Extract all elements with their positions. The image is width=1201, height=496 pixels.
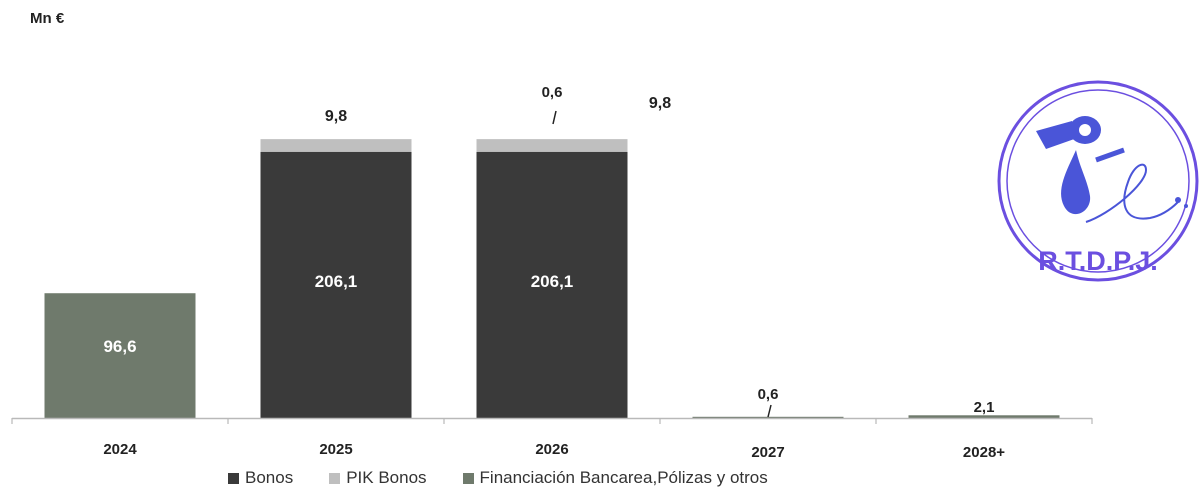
data-label-2024: 96,6: [103, 337, 136, 356]
legend-label-bonos: Bonos: [245, 468, 294, 487]
stamp-glyph-signature: [1085, 163, 1179, 223]
leader-line-2027: [767, 404, 772, 418]
data-label-2026-bonos: 206,1: [531, 272, 574, 291]
bar-financiacion-2028plus: [908, 415, 1060, 418]
x-tick-label-2026: 2026: [535, 441, 568, 458]
legend-label-financiacion: Financiación Bancarea,Pólizas y otros: [479, 468, 768, 487]
data-label-2026-fin: 0,6: [542, 84, 563, 101]
stamp-inner-ring: [1006, 89, 1190, 273]
legend-label-pik-bonos: PIK Bonos: [346, 468, 427, 487]
bar-bonos-2026: [476, 151, 628, 418]
stamp-glyph-bar: [1036, 121, 1080, 149]
bar-financiacion-2027: [692, 416, 844, 418]
stamp-text: R.T.D.P.J.: [1038, 246, 1158, 276]
x-tick-label-2027: 2027: [751, 444, 784, 461]
data-label-2025-pik: 9,8: [325, 108, 347, 125]
data-label-2028plus: 2,1: [974, 399, 995, 416]
legend-swatch-bonos: [228, 472, 239, 484]
bar-bonos-2025: [260, 151, 412, 418]
stamp-outer-ring: [997, 80, 1199, 282]
legend-item-bonos: Bonos: [228, 468, 293, 488]
legend-item-financiacion: Financiación Bancarea,Pólizas y otros: [462, 468, 768, 488]
unit-label: Mn €: [30, 10, 65, 27]
bars-group: [44, 139, 1060, 418]
legend-item-pik-bonos: PIK Bonos: [329, 468, 427, 488]
legend-swatch-financiacion: [462, 472, 474, 484]
x-tick-label-2025: 2025: [319, 441, 352, 458]
bar-financiacion-2024: [44, 293, 196, 418]
legend-swatch-pik-bonos: [329, 472, 341, 484]
bar-pik-bonos-2026: [476, 139, 628, 152]
stamp: R.T.D.P.J.: [997, 80, 1199, 282]
data-label-2025-bonos: 206,1: [315, 272, 358, 291]
x-axis: 2024 2025 2026 2027 2028+: [11, 417, 1093, 461]
bar-pik-bonos-2025: [260, 139, 412, 152]
data-label-2026-pik: 9,8: [649, 95, 671, 112]
legend: Bonos PIK Bonos Financiación Bancarea,Pó…: [228, 468, 804, 488]
labels-group: 96,6 206,1 9,8 206,1 0,6 9,8 0,6 2,1: [103, 84, 995, 418]
leader-line-2026: [552, 110, 557, 125]
stamp-glyph-drop: [1061, 150, 1091, 215]
x-tick-label-2024: 2024: [103, 441, 137, 458]
data-label-2027: 0,6: [758, 386, 779, 403]
x-tick-label-2028plus: 2028+: [963, 444, 1005, 461]
